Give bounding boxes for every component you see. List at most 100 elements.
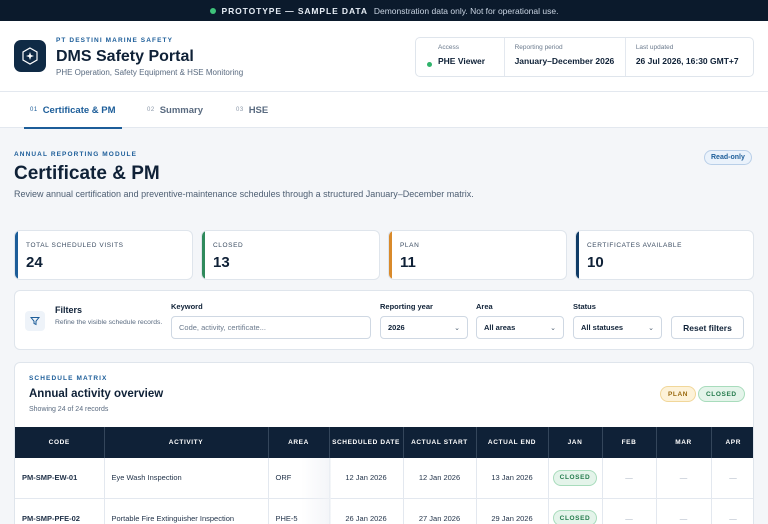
cell-scheduled-date: 26 Jan 2026	[329, 498, 404, 524]
stat-value: 10	[587, 254, 604, 271]
column-header[interactable]: APR	[711, 427, 753, 458]
meta-updated: Last updated 26 Jul 2026, 16:30 GMT+7	[626, 38, 753, 76]
status-dot-icon	[209, 7, 216, 14]
keyword-placeholder: Code, activity, certificate...	[179, 323, 266, 332]
tab-label: Summary	[159, 104, 203, 116]
reporting-year-label: Reporting year	[380, 302, 433, 311]
meta-period-value: January–December 2026	[514, 56, 615, 66]
reporting-year-select[interactable]: 2026 ⌄	[380, 316, 468, 339]
matrix-title: Annual activity overview	[29, 388, 164, 400]
keyword-input[interactable]: Code, activity, certificate...	[171, 316, 371, 339]
cell-actual-start: 12 Jan 2026	[403, 458, 477, 499]
app-title: DMS Safety Portal	[56, 48, 194, 65]
column-header[interactable]: ACTIVITY	[104, 427, 269, 458]
status-select[interactable]: All statuses ⌄	[573, 316, 662, 339]
compass-star-icon	[14, 40, 46, 72]
column-header[interactable]: ACTUAL END	[476, 427, 549, 458]
cell-jan: CLOSED	[548, 458, 603, 499]
tab-label: HSE	[248, 104, 269, 116]
meta-period-label: Reporting period	[514, 44, 563, 51]
legend-closed-badge: CLOSED	[698, 386, 745, 402]
session-meta: Access PHE Viewer Reporting period Janua…	[415, 37, 754, 77]
meta-access: Access PHE Viewer	[416, 38, 505, 76]
stat-accent-bar	[389, 231, 392, 279]
tab-certificate-pm[interactable]: 01 Certificate & PM	[24, 92, 122, 129]
org-name: PT DESTINI MARINE SAFETY	[56, 37, 174, 44]
status-value: All statuses	[581, 323, 624, 332]
cell-actual-end: 13 Jan 2026	[476, 458, 549, 499]
area-select[interactable]: All areas ⌄	[476, 316, 564, 339]
stat-plan: PLAN 11	[388, 230, 567, 280]
schedule-matrix: SCHEDULE MATRIX Annual activity overview…	[14, 362, 754, 524]
area-label: Area	[476, 302, 493, 311]
banner-note: Demonstration data only. Not for operati…	[373, 5, 559, 16]
matrix-record-count: Showing 24 of 24 records	[29, 406, 109, 413]
stat-value: 24	[26, 254, 43, 271]
tab-summary[interactable]: 02 Summary	[147, 92, 203, 128]
stat-label: TOTAL SCHEDULED VISITS	[26, 242, 124, 249]
stat-label: PLAN	[400, 242, 420, 249]
cell-scheduled-date: 12 Jan 2026	[329, 458, 404, 499]
cell-apr: —	[711, 498, 753, 524]
meta-updated-label: Last updated	[635, 44, 674, 51]
stat-accent-bar	[15, 231, 18, 279]
stat-closed: CLOSED 13	[201, 230, 380, 280]
funnel-icon	[25, 311, 45, 331]
cell-apr: —	[711, 458, 753, 499]
tab-bar: 01 Certificate & PM 02 Summary 03 HSE	[0, 92, 768, 129]
chevron-down-icon: ⌄	[550, 324, 556, 332]
stat-certificates-available: CERTIFICATES AVAILABLE 10	[575, 230, 754, 280]
tab-hse[interactable]: 03 HSE	[236, 92, 268, 128]
stat-label: CLOSED	[213, 242, 244, 249]
keyword-label: Keyword	[171, 302, 203, 311]
cell-actual-end: 29 Jan 2026	[476, 498, 549, 524]
cell-activity: Portable Fire Extinguisher Inspection	[104, 498, 269, 524]
column-header[interactable]: CODE	[15, 427, 105, 458]
cell-code: PM-SMP-PFE-02	[15, 498, 105, 524]
prototype-banner: PROTOTYPE — SAMPLE DATA Demonstration da…	[0, 0, 768, 21]
closed-status-chip[interactable]: CLOSED	[552, 469, 598, 486]
stat-accent-bar	[202, 231, 205, 279]
filters-panel: Filters Refine the visible schedule reco…	[14, 290, 754, 350]
schedule-table: CODE ACTIVITY AREA SCHEDULED DATE ACTUAL…	[15, 427, 753, 524]
reporting-year-value: 2026	[388, 323, 405, 332]
column-header[interactable]: SCHEDULED DATE	[329, 427, 404, 458]
read-only-badge: Read-only	[704, 150, 752, 165]
filters-title: Filters	[55, 305, 83, 315]
column-header[interactable]: ACTUAL START	[403, 427, 477, 458]
meta-period: Reporting period January–December 2026	[505, 38, 626, 76]
column-header[interactable]: MAR	[656, 427, 712, 458]
table-header-row: CODE ACTIVITY AREA SCHEDULED DATE ACTUAL…	[15, 427, 753, 458]
closed-status-chip[interactable]: CLOSED	[552, 510, 598, 524]
app-header: PT DESTINI MARINE SAFETY DMS Safety Port…	[0, 21, 768, 92]
matrix-label: SCHEDULE MATRIX	[29, 375, 108, 382]
cell-mar: —	[656, 498, 712, 524]
cell-area: ORF	[268, 458, 330, 499]
cell-feb: —	[602, 458, 657, 499]
table-row[interactable]: PM-SMP-PFE-02 Portable Fire Extinguisher…	[15, 498, 753, 524]
stat-accent-bar	[576, 231, 579, 279]
stat-value: 11	[400, 254, 416, 271]
tab-number: 02	[147, 107, 155, 113]
chevron-down-icon: ⌄	[648, 324, 654, 332]
column-header[interactable]: FEB	[602, 427, 657, 458]
module-label: ANNUAL REPORTING MODULE	[14, 151, 138, 158]
stat-total-scheduled: TOTAL SCHEDULED VISITS 24	[14, 230, 193, 280]
page-description: Review annual certification and preventi…	[14, 189, 474, 199]
stat-label: CERTIFICATES AVAILABLE	[587, 242, 683, 249]
meta-access-value: PHE Viewer	[438, 56, 486, 66]
chevron-down-icon: ⌄	[454, 324, 460, 332]
app-subtitle: PHE Operation, Safety Equipment & HSE Mo…	[56, 68, 244, 77]
cell-activity: Eye Wash Inspection	[104, 458, 269, 499]
column-header[interactable]: JAN	[548, 427, 603, 458]
cell-code: PM-SMP-EW-01	[15, 458, 105, 499]
status-label: Status	[573, 302, 596, 311]
access-ok-icon	[427, 62, 432, 67]
column-header[interactable]: AREA	[268, 427, 330, 458]
table-row[interactable]: PM-SMP-EW-01 Eye Wash Inspection ORF 12 …	[15, 458, 753, 499]
meta-access-label: Access	[438, 44, 459, 51]
stat-value: 13	[213, 254, 230, 271]
reset-filters-button[interactable]: Reset filters	[671, 316, 744, 339]
filters-subtitle: Refine the visible schedule records.	[55, 319, 163, 326]
meta-updated-value: 26 Jul 2026, 16:30 GMT+7	[635, 56, 739, 66]
